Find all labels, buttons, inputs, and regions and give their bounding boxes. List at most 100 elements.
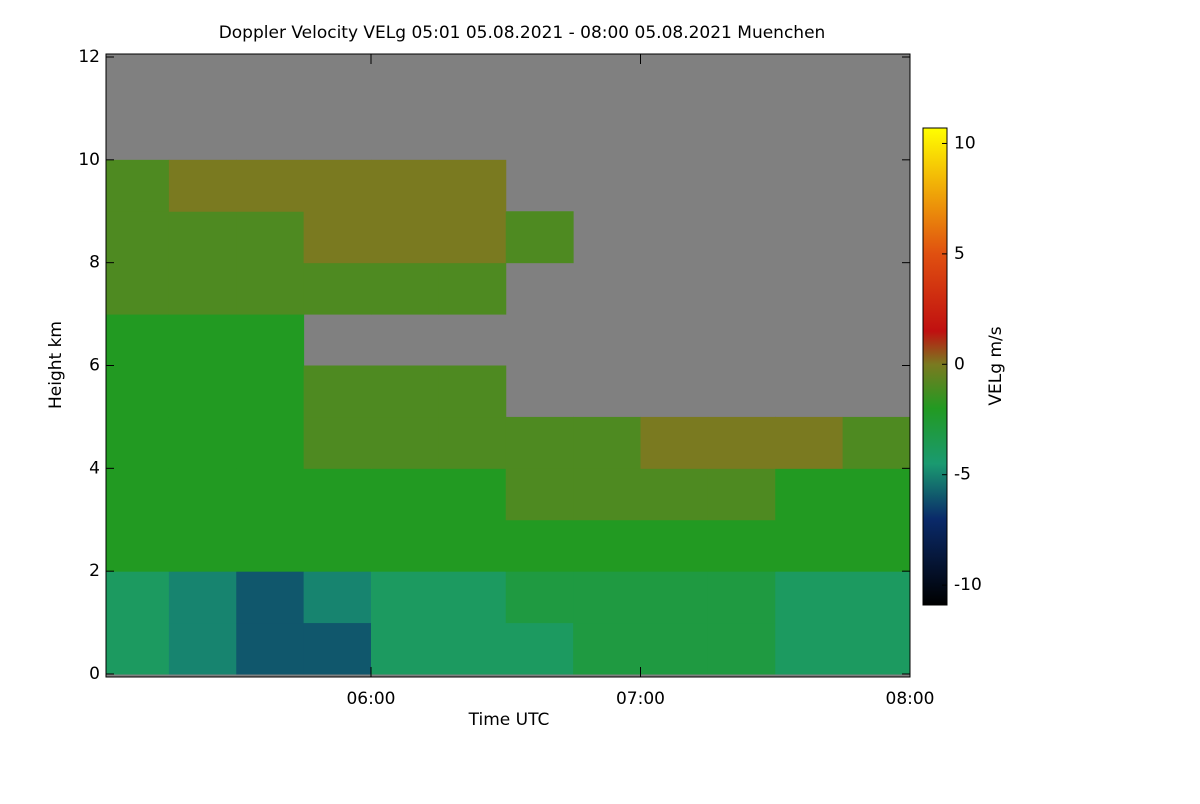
heat-cell bbox=[438, 262, 507, 315]
heat-cell bbox=[707, 519, 776, 572]
heat-cell bbox=[640, 571, 709, 624]
heat-cell bbox=[842, 468, 911, 521]
heat-cell bbox=[707, 571, 776, 624]
heat-cell bbox=[438, 159, 507, 212]
heat-cell bbox=[775, 416, 844, 469]
heat-cell bbox=[438, 571, 507, 624]
heat-cell bbox=[438, 365, 507, 418]
y-tick-label: 2 bbox=[89, 561, 100, 581]
y-tick-label: 8 bbox=[89, 253, 100, 273]
heat-cell bbox=[168, 314, 237, 366]
heat-cell bbox=[236, 571, 305, 624]
heat-cell bbox=[775, 468, 844, 521]
y-tick-label: 0 bbox=[89, 664, 100, 684]
heat-cell bbox=[106, 262, 170, 315]
heat-cell bbox=[168, 468, 237, 521]
y-tick-label: 10 bbox=[78, 150, 100, 170]
heat-cell bbox=[370, 468, 439, 521]
heat-cell bbox=[236, 519, 305, 572]
heat-cell bbox=[370, 622, 439, 675]
x-tick-label: 07:00 bbox=[616, 689, 665, 709]
colorbar-tick-label: 5 bbox=[954, 244, 965, 264]
heat-cell bbox=[438, 211, 507, 264]
heat-cell bbox=[303, 159, 372, 212]
heat-cell bbox=[573, 622, 641, 675]
heat-cell bbox=[303, 519, 372, 572]
heat-cell bbox=[707, 468, 776, 521]
heat-cell bbox=[775, 571, 844, 624]
heat-cell bbox=[168, 262, 237, 315]
heat-cell bbox=[370, 262, 439, 315]
heat-cell bbox=[236, 365, 305, 418]
y-tick-label: 4 bbox=[89, 458, 100, 478]
heat-cell bbox=[236, 416, 305, 469]
heat-cell bbox=[573, 519, 641, 572]
heat-cell bbox=[168, 519, 237, 572]
heat-cell bbox=[775, 622, 844, 675]
heat-cell bbox=[438, 519, 507, 572]
heat-cell bbox=[168, 416, 237, 469]
heat-cell bbox=[168, 365, 237, 418]
heat-cell bbox=[842, 519, 911, 572]
chart-title: Doppler Velocity VELg 05:01 05.08.2021 -… bbox=[219, 23, 826, 43]
heat-cell bbox=[236, 211, 305, 264]
heat-cell bbox=[640, 416, 709, 469]
heat-cell bbox=[370, 211, 439, 264]
heat-cell bbox=[303, 262, 372, 315]
heat-cell bbox=[106, 468, 170, 521]
y-tick-label: 6 bbox=[89, 356, 100, 376]
heat-cell bbox=[303, 622, 372, 675]
heat-cell bbox=[505, 211, 574, 264]
heat-cell bbox=[303, 211, 372, 264]
heat-cell bbox=[236, 262, 305, 315]
heat-cell bbox=[370, 416, 439, 469]
heat-cell bbox=[106, 519, 170, 572]
heat-cell bbox=[370, 159, 439, 212]
heat-cell bbox=[303, 571, 372, 624]
heat-cell bbox=[106, 416, 170, 469]
heat-cell bbox=[370, 571, 439, 624]
heat-cell bbox=[106, 159, 170, 212]
heat-cell bbox=[505, 519, 574, 572]
heat-cell bbox=[236, 468, 305, 521]
heat-cell bbox=[640, 519, 709, 572]
heat-cell bbox=[236, 159, 305, 212]
heat-cell bbox=[775, 519, 844, 572]
y-axis-label: Height km bbox=[46, 321, 66, 409]
x-tick-label: 08:00 bbox=[886, 689, 935, 709]
heat-cell bbox=[842, 571, 911, 624]
heat-cell bbox=[438, 622, 507, 675]
colorbar-tick-label: -10 bbox=[954, 575, 982, 595]
heat-cell bbox=[370, 365, 439, 418]
heat-cell bbox=[106, 211, 170, 264]
colorbar bbox=[922, 127, 948, 606]
heat-cell bbox=[303, 365, 372, 418]
heat-cell bbox=[573, 468, 641, 521]
heat-cell bbox=[438, 416, 507, 469]
heat-cell bbox=[106, 571, 170, 624]
heat-cell bbox=[370, 519, 439, 572]
colorbar-tick-label: 10 bbox=[954, 133, 976, 153]
colorbar-tick-label: 0 bbox=[954, 354, 965, 374]
colorbar-label: VELg m/s bbox=[986, 326, 1006, 405]
heat-cell bbox=[640, 468, 709, 521]
heat-cell bbox=[640, 622, 709, 675]
heat-cell bbox=[573, 571, 641, 624]
colorbar-tick-label: -5 bbox=[954, 465, 971, 485]
heat-cell bbox=[106, 365, 170, 418]
x-tick-label: 06:00 bbox=[346, 689, 395, 709]
heat-cell bbox=[505, 571, 574, 624]
heat-cell bbox=[573, 416, 641, 469]
heat-cell bbox=[438, 468, 507, 521]
heat-cell bbox=[106, 314, 170, 366]
x-axis-label: Time UTC bbox=[468, 710, 550, 730]
heat-cell bbox=[842, 622, 911, 675]
heat-cell bbox=[505, 416, 574, 469]
heat-cell bbox=[106, 622, 170, 675]
heat-cell bbox=[168, 571, 237, 624]
heat-cell bbox=[505, 468, 574, 521]
heat-cell bbox=[168, 211, 237, 264]
heat-cell bbox=[236, 622, 305, 675]
heat-cell bbox=[168, 159, 237, 212]
